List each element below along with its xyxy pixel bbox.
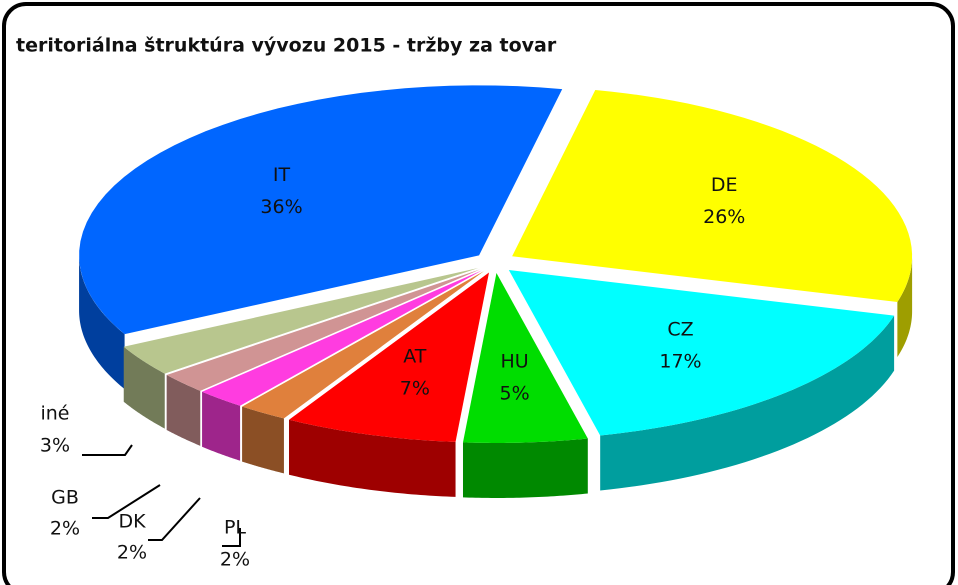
value-label: 2%	[220, 549, 250, 571]
slice-label: iné	[40, 403, 69, 425]
slice	[123, 267, 479, 374]
value-label: 3%	[40, 435, 70, 457]
slice	[508, 269, 895, 436]
slice	[79, 85, 563, 335]
slice-label: HU	[501, 351, 529, 373]
value-label: 26%	[703, 206, 745, 228]
slice	[462, 272, 588, 443]
slice-side	[202, 391, 241, 461]
slice-side	[462, 438, 588, 498]
slice-label: DE	[711, 174, 738, 196]
chart-title: teritoriálna štruktúra vývozu 2015 - trž…	[16, 35, 557, 57]
value-label: 36%	[260, 196, 302, 218]
slice-label: AT	[403, 346, 427, 368]
slice-side	[242, 406, 284, 474]
slice	[166, 269, 481, 391]
slice-label: DK	[118, 511, 146, 533]
slice-side	[600, 315, 895, 491]
slice-side	[897, 256, 913, 358]
slice-side	[166, 374, 201, 446]
slice-label: PL	[224, 517, 246, 539]
pie	[79, 85, 913, 498]
slice-label: GB	[51, 487, 79, 509]
slice-side	[289, 419, 456, 497]
leader-lines	[82, 444, 241, 547]
value-label: 2%	[50, 518, 80, 540]
slice-label: IT	[273, 164, 291, 186]
value-label: 2%	[117, 542, 147, 564]
slice-label: CZ	[667, 319, 693, 341]
value-label: 5%	[500, 383, 530, 405]
slice	[202, 270, 482, 406]
slice	[289, 272, 490, 442]
value-label: 17%	[659, 351, 701, 373]
slice-side	[123, 346, 165, 429]
value-label: 7%	[400, 378, 430, 400]
slice-side	[79, 255, 125, 390]
slice	[512, 90, 913, 303]
slice	[242, 271, 484, 419]
